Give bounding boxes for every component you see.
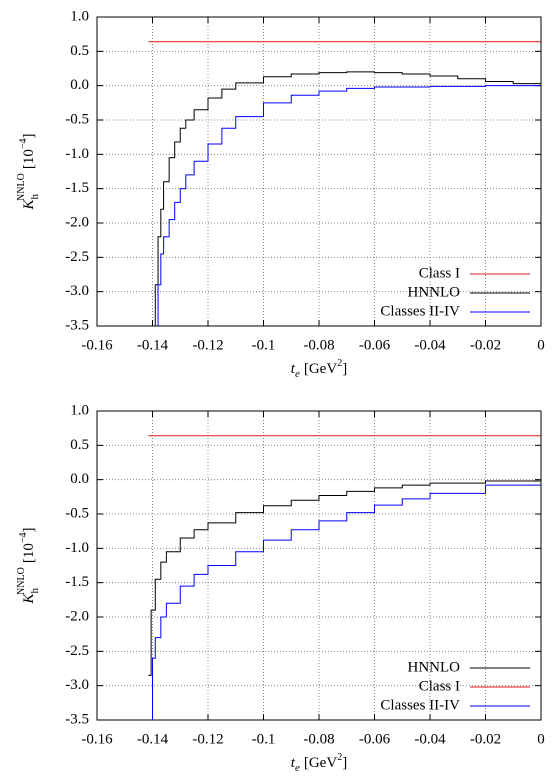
label-part: ]: [342, 361, 347, 377]
label-part: h: [29, 587, 41, 593]
label-part: ]: [21, 528, 37, 533]
label-part: [GeV: [304, 755, 337, 771]
x-tick-label: -0.16: [81, 731, 113, 747]
legend-label: Classes II-IV: [380, 303, 460, 319]
legend-label: Class I: [419, 678, 460, 694]
x-tick-label: -0.04: [414, 337, 446, 353]
label-part: 2: [337, 752, 342, 763]
label-part: e: [295, 762, 300, 774]
label-part: −4: [18, 139, 29, 150]
label-part: NNLO: [16, 173, 27, 201]
y-tick-label: -3.0: [65, 283, 89, 299]
plot-frame: [96, 16, 542, 327]
panel: 1.0 0.5 0.0 -0.5 -1.0 -1.5 -2.0 -2.5 -3.0 -3.5 -0.…: [16, 402, 544, 773]
x-tick-label: -0.14: [137, 337, 169, 353]
label-part: ]: [342, 755, 347, 771]
label-part: K: [21, 198, 37, 210]
x-tick-label: -0.06: [359, 337, 391, 353]
y-tick-label: -2.0: [65, 608, 89, 624]
legend-label: Classes II-IV: [380, 697, 460, 713]
y-tick-label: 1.0: [70, 402, 89, 418]
label-part: ]: [21, 134, 37, 139]
label-part: [GeV: [304, 361, 337, 377]
label-part: h: [29, 193, 41, 199]
x-tick-label: -0.1: [252, 337, 276, 353]
y-tick-label: -3.0: [65, 677, 89, 693]
y-tick-label: 0.0: [70, 471, 89, 487]
x-tick-label: -0.02: [470, 731, 501, 747]
legend-label: HNNLO: [408, 659, 461, 675]
label-part: −4: [18, 533, 29, 544]
y-tick-label: -2.5: [65, 249, 89, 265]
y-tick-label: -0.5: [65, 505, 89, 521]
y-axis-label: KhNNLO [10−4]: [16, 134, 40, 211]
y-tick-label: -1.5: [65, 180, 89, 196]
x-tick-label: -0.02: [470, 337, 501, 353]
x-tick-label: -0.12: [192, 337, 223, 353]
label-part: 2: [337, 358, 342, 369]
legend-label: Class I: [419, 265, 460, 281]
y-tick-label: 0.5: [70, 43, 89, 59]
label-part: [10: [21, 149, 37, 169]
y-tick-label: 0.0: [70, 77, 89, 93]
label-part: [10: [21, 543, 37, 563]
label-part: e: [295, 368, 300, 380]
label-part: t: [291, 361, 296, 377]
y-tick-label: 0.5: [70, 437, 89, 453]
series-line: [148, 41, 541, 86]
x-tick-label: -0.04: [414, 731, 446, 747]
label-part: NNLO: [16, 567, 27, 595]
x-axis-label: te [GeV2]: [291, 358, 347, 379]
y-tick-label: -1.5: [65, 574, 89, 590]
y-tick-label: 1.0: [70, 8, 89, 24]
y-tick-label: -3.5: [65, 711, 89, 727]
y-axis-label: KhNNLO [10−4]: [16, 528, 40, 605]
x-tick-label: -0.12: [192, 731, 223, 747]
x-tick-label: -0.06: [359, 731, 391, 747]
x-tick-label: -0.08: [303, 337, 334, 353]
y-tick-label: -1.0: [65, 146, 89, 162]
y-tick-label: -0.5: [65, 111, 89, 127]
label-part: K: [21, 592, 37, 604]
series-line: [151, 71, 541, 326]
series-line: [148, 435, 541, 480]
series-line: [153, 85, 541, 326]
series-line: [148, 479, 541, 676]
x-tick-label: -0.14: [137, 731, 169, 747]
legend-label: HNNLO: [408, 284, 461, 300]
panel: 1.0 0.5 0.0 -0.5 -1.0 -1.5 -2.0 -2.5 -3.0 -3.5 -0.…: [16, 8, 544, 379]
y-tick-label: -3.5: [65, 317, 89, 333]
x-tick-label: -0.16: [81, 337, 113, 353]
plot-frame: [96, 410, 542, 721]
x-tick-label: 0: [537, 731, 545, 747]
y-tick-label: -1.0: [65, 540, 89, 556]
x-tick-label: 0: [537, 337, 545, 353]
y-tick-label: -2.5: [65, 643, 89, 659]
x-tick-label: -0.08: [303, 731, 334, 747]
x-axis-label: te [GeV2]: [291, 752, 347, 773]
series-line: [151, 479, 541, 720]
x-tick-label: -0.1: [252, 731, 276, 747]
label-part: t: [291, 755, 296, 771]
y-tick-label: -2.0: [65, 214, 89, 230]
